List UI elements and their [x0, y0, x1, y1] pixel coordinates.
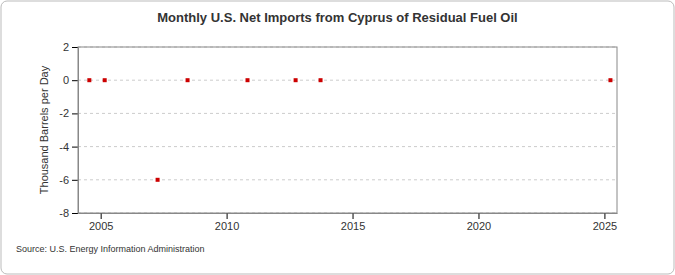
y-tick: -8	[59, 207, 78, 219]
x-tick-mark	[353, 213, 354, 219]
x-tick-label: 2025	[593, 220, 617, 232]
grid-line	[78, 113, 617, 114]
point	[246, 78, 250, 82]
y-tick-label: 2	[63, 41, 69, 53]
point	[186, 78, 190, 82]
x-tick-mark	[227, 213, 228, 219]
y-tick-mark	[72, 213, 78, 214]
y-tick-label: -8	[59, 207, 69, 219]
x-tick-mark	[101, 213, 102, 219]
y-axis: -8 -6 -4 -2 0 2	[59, 41, 78, 219]
grid-line	[78, 146, 617, 147]
plot-frame	[78, 47, 617, 213]
y-tick: -4	[59, 141, 78, 153]
x-tick: 2005	[89, 213, 113, 232]
y-tick-mark	[72, 113, 78, 114]
point	[103, 78, 107, 82]
x-tick-label: 2020	[467, 220, 491, 232]
y-tick-label: -4	[59, 141, 69, 153]
panel	[1, 1, 674, 274]
x-tick-mark	[604, 213, 605, 219]
x-tick: 2010	[215, 213, 239, 232]
point	[156, 178, 160, 182]
y-tick: 0	[63, 74, 78, 86]
title: Monthly U.S. Net Imports from Cyprus of …	[157, 10, 517, 25]
y-tick-label: -6	[59, 174, 69, 186]
point	[87, 78, 91, 82]
x-tick: 2020	[467, 213, 491, 232]
grid-line	[78, 80, 617, 81]
source: Source: U.S. Energy Information Administ…	[16, 244, 205, 254]
y-tick-label: 0	[63, 74, 69, 86]
y-tick: 2	[63, 41, 78, 53]
y-tick: -6	[59, 174, 78, 186]
y-tick-mark	[72, 180, 78, 181]
x-tick-label: 2005	[89, 220, 113, 232]
y-tick-mark	[72, 147, 78, 148]
y-axis-title: Thousand Barrels per Day	[38, 65, 50, 194]
y-tick: -2	[59, 107, 78, 119]
x-tick-label: 2015	[341, 220, 365, 232]
y-tick-mark	[72, 80, 78, 81]
point	[608, 78, 612, 82]
point	[294, 78, 298, 82]
x-tick-mark	[478, 213, 479, 219]
y-tick-mark	[72, 47, 78, 48]
x-axis: 2005 2010 2015 2020 2025	[79, 213, 618, 232]
plot-area	[78, 47, 617, 213]
chart: Monthly U.S. Net Imports from Cyprus of …	[0, 0, 675, 275]
x-tick-label: 2010	[215, 220, 239, 232]
grid	[78, 47, 617, 213]
y-tick-label: -2	[59, 107, 69, 119]
x-tick: 2015	[341, 213, 365, 232]
points	[87, 78, 612, 182]
x-tick: 2025	[593, 213, 617, 232]
point	[319, 78, 323, 82]
